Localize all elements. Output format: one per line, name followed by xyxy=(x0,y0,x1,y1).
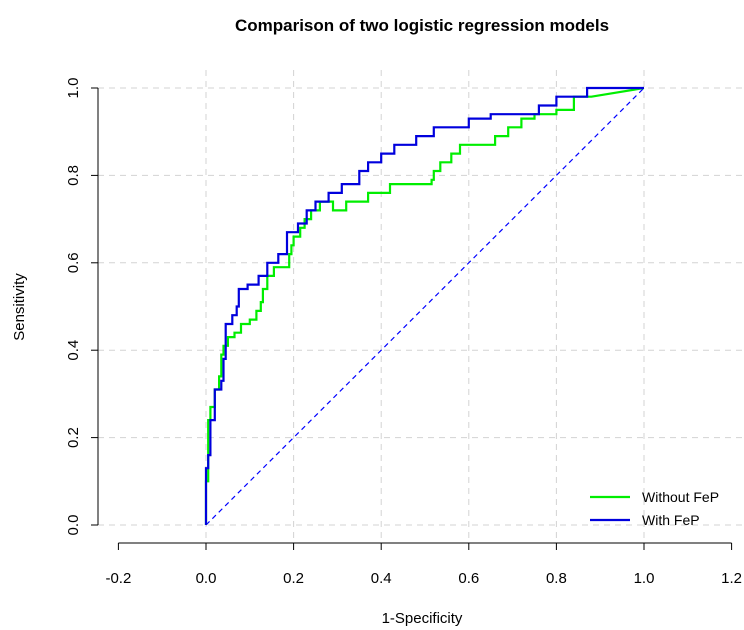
x-tick-label: 0.0 xyxy=(196,570,217,587)
y-tick-label: 0.4 xyxy=(65,340,82,361)
x-tick-label: 0.4 xyxy=(371,570,392,587)
legend-label-1: Without FeP xyxy=(642,489,719,505)
x-tick-label: 0.8 xyxy=(546,570,567,587)
x-tick-label: 0.6 xyxy=(458,570,479,587)
reference-diagonal xyxy=(205,87,645,526)
reference-line xyxy=(205,87,645,526)
legend: Without FeP With FeP xyxy=(590,489,719,528)
x-tick-label: 1.2 xyxy=(721,570,742,587)
x-axis-label: 1-Specificity xyxy=(382,610,463,627)
chart-title: Comparison of two logistic regression mo… xyxy=(235,16,609,35)
plot-series xyxy=(204,86,645,525)
grid xyxy=(98,70,744,543)
x-axis: -0.2 0.0 0.2 0.4 0.6 0.8 1.0 1.2 xyxy=(105,542,742,587)
x-tick-label: -0.2 xyxy=(105,570,131,587)
x-tick-label: 0.2 xyxy=(283,570,304,587)
y-tick-label: 0.6 xyxy=(65,252,82,273)
series-line-1 xyxy=(204,86,645,525)
y-tick-label: 0.2 xyxy=(65,427,82,448)
y-tick-label: 0.0 xyxy=(65,515,82,536)
y-axis-label: Sensitivity xyxy=(11,273,28,341)
legend-label-2: With FeP xyxy=(642,512,700,528)
y-axis: 0.0 0.2 0.4 0.6 0.8 1.0 xyxy=(65,78,99,536)
y-tick-label: 0.8 xyxy=(65,165,82,186)
series-line-2 xyxy=(204,86,644,525)
x-tick-label: 1.0 xyxy=(634,570,655,587)
y-tick-label: 1.0 xyxy=(65,78,82,99)
